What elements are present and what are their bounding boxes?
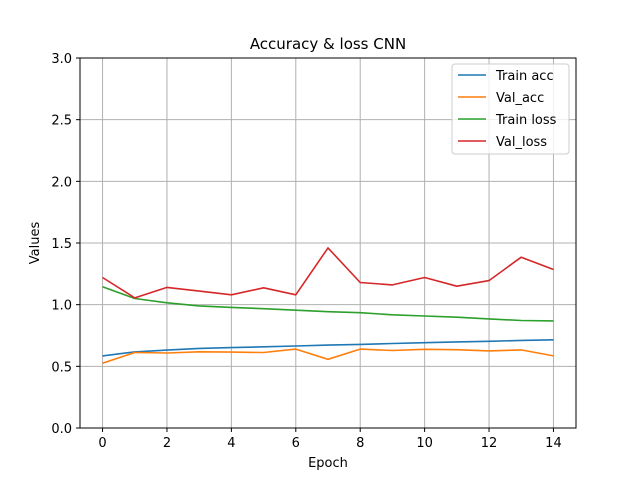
series-line-train-loss — [102, 286, 554, 322]
y-tick-label: 1.5 — [51, 237, 72, 252]
series-line-train-acc — [102, 339, 554, 357]
x-tick-label: 4 — [227, 436, 235, 451]
y-axis-label: Values — [28, 222, 43, 265]
x-tick-label: 12 — [481, 436, 498, 451]
y-tick-label: 1.0 — [51, 299, 72, 314]
y-tick-label: 2.0 — [51, 175, 72, 190]
y-tick-label: 2.5 — [51, 114, 72, 129]
series-line-val-acc — [102, 348, 554, 365]
legend-label-train-loss: Train loss — [495, 113, 557, 128]
legend-box — [451, 63, 570, 155]
chart-title: Accuracy & loss CNN — [250, 35, 406, 53]
y-tick-label: 3.0 — [51, 52, 72, 67]
ticks: 0 2 4 6 8 10 12 14 0.0 0.5 1.0 1.5 2.0 2.5 3.0 — [51, 52, 561, 451]
legend: Train acc Val_acc Train loss Val_loss — [451, 63, 570, 155]
legend-label-train-acc: Train acc — [495, 69, 554, 84]
legend-label-val-loss: Val_loss — [496, 135, 547, 150]
x-tick-label: 10 — [416, 436, 433, 451]
x-tick-label: 8 — [356, 436, 364, 451]
x-tick-label: 6 — [292, 436, 300, 451]
y-tick-label: 0.5 — [51, 360, 72, 375]
x-tick-label: 0 — [98, 436, 106, 451]
x-tick-label: 2 — [163, 436, 171, 451]
x-tick-label: 14 — [545, 436, 562, 451]
series-line-val-loss — [102, 247, 554, 299]
y-tick-label: 0.0 — [51, 422, 72, 437]
legend-label-val-acc: Val_acc — [496, 91, 544, 106]
series-layer — [102, 247, 554, 365]
x-axis-label: Epoch — [308, 456, 348, 471]
